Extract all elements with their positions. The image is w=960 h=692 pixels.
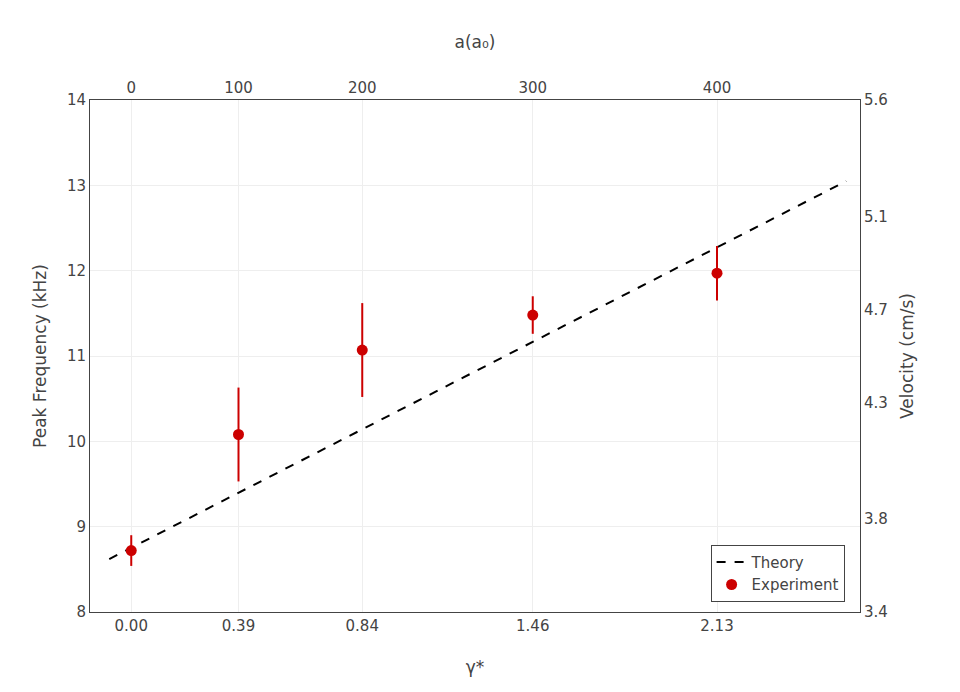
svg-text:0: 0: [126, 79, 136, 97]
svg-text:3.4: 3.4: [864, 603, 888, 621]
svg-text:Theory: Theory: [751, 554, 804, 572]
svg-text:8: 8: [76, 603, 86, 621]
svg-text:Peak Frequency (kHz): Peak Frequency (kHz): [30, 264, 50, 448]
svg-text:12: 12: [67, 262, 86, 280]
svg-text:14: 14: [67, 91, 86, 109]
svg-text:a(a₀): a(a₀): [455, 32, 496, 52]
svg-text:0.00: 0.00: [115, 617, 148, 635]
svg-text:4.3: 4.3: [864, 394, 888, 412]
svg-text:11: 11: [67, 347, 86, 365]
svg-text:0.84: 0.84: [346, 617, 379, 635]
svg-text:Velocity (cm/s): Velocity (cm/s): [897, 293, 917, 419]
svg-text:9: 9: [76, 518, 86, 536]
svg-text:1.46: 1.46: [516, 617, 549, 635]
svg-text:3.8: 3.8: [864, 510, 888, 528]
svg-text:13: 13: [67, 177, 86, 195]
svg-text:300: 300: [518, 79, 547, 97]
svg-text:Experiment: Experiment: [752, 576, 839, 594]
svg-text:0.39: 0.39: [222, 617, 255, 635]
svg-text:4.7: 4.7: [864, 301, 888, 319]
svg-text:200: 200: [348, 79, 377, 97]
svg-text:10: 10: [67, 433, 86, 451]
svg-text:400: 400: [703, 79, 732, 97]
svg-text:γ*: γ*: [466, 657, 485, 677]
svg-text:2.13: 2.13: [700, 617, 733, 635]
svg-text:5.1: 5.1: [864, 208, 888, 226]
svg-text:100: 100: [224, 79, 253, 97]
svg-text:5.6: 5.6: [864, 91, 888, 109]
